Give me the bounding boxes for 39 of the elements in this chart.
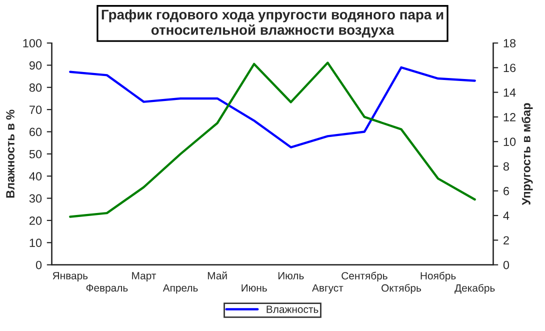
y-tick-label: 90: [29, 61, 42, 70]
legend-label: Влажность: [266, 306, 318, 314]
x-tick-label: Март: [132, 272, 156, 282]
y2-tick-label: 0: [503, 260, 510, 270]
x-tick-label: Октябрь: [382, 284, 422, 294]
x-tick-label: Январь: [52, 272, 88, 282]
y2-tick-label: 18: [504, 39, 516, 48]
y-tick-label: 30: [29, 194, 42, 203]
chart-title: График годового хода упругости водяного пара и относительной влажности воздуха: [102, 9, 444, 38]
x-tick-label: Май: [208, 272, 227, 280]
y-tick-label: 0: [36, 260, 42, 270]
y-tick-label: 10: [30, 238, 42, 248]
x-tick-label: Апрель: [162, 284, 198, 294]
y-axis-title: Влажность в %: [6, 110, 14, 198]
y-tick-label: 100: [23, 39, 42, 48]
y2-tick-label: 6: [504, 186, 509, 196]
x-tick-label: Ноябрь: [420, 272, 456, 282]
y-tick-label: 40: [29, 172, 42, 180]
x-tick-label: Декабрь: [454, 284, 495, 294]
y-tick-label: 50: [29, 150, 42, 158]
line-series: [69, 66, 476, 148]
y-tick-label: 70: [30, 106, 42, 114]
y2-tick-label: 16: [504, 64, 516, 72]
y2-tick-label: 2: [504, 236, 509, 244]
x-tick-label: Август: [312, 284, 344, 294]
x-tick-label: Июнь: [242, 284, 267, 292]
y-tick-label: 20: [30, 216, 42, 225]
line-series: [69, 62, 476, 218]
y-tick-label: 80: [29, 83, 42, 92]
y2-tick-label: 4: [503, 212, 510, 220]
y2-axis-title: Упругость в мбар: [522, 103, 533, 206]
y2-tick-label: 12: [504, 112, 516, 122]
y2-tick-label: 10: [504, 138, 516, 146]
y-tick-label: 60: [30, 128, 42, 136]
x-tick-label: Сентябрь: [342, 272, 388, 282]
x-tick-label: Февраль: [86, 284, 128, 294]
y2-tick-label: 8: [503, 162, 509, 171]
y2-tick-label: 14: [504, 88, 516, 97]
x-tick-label: Июль: [278, 272, 304, 280]
